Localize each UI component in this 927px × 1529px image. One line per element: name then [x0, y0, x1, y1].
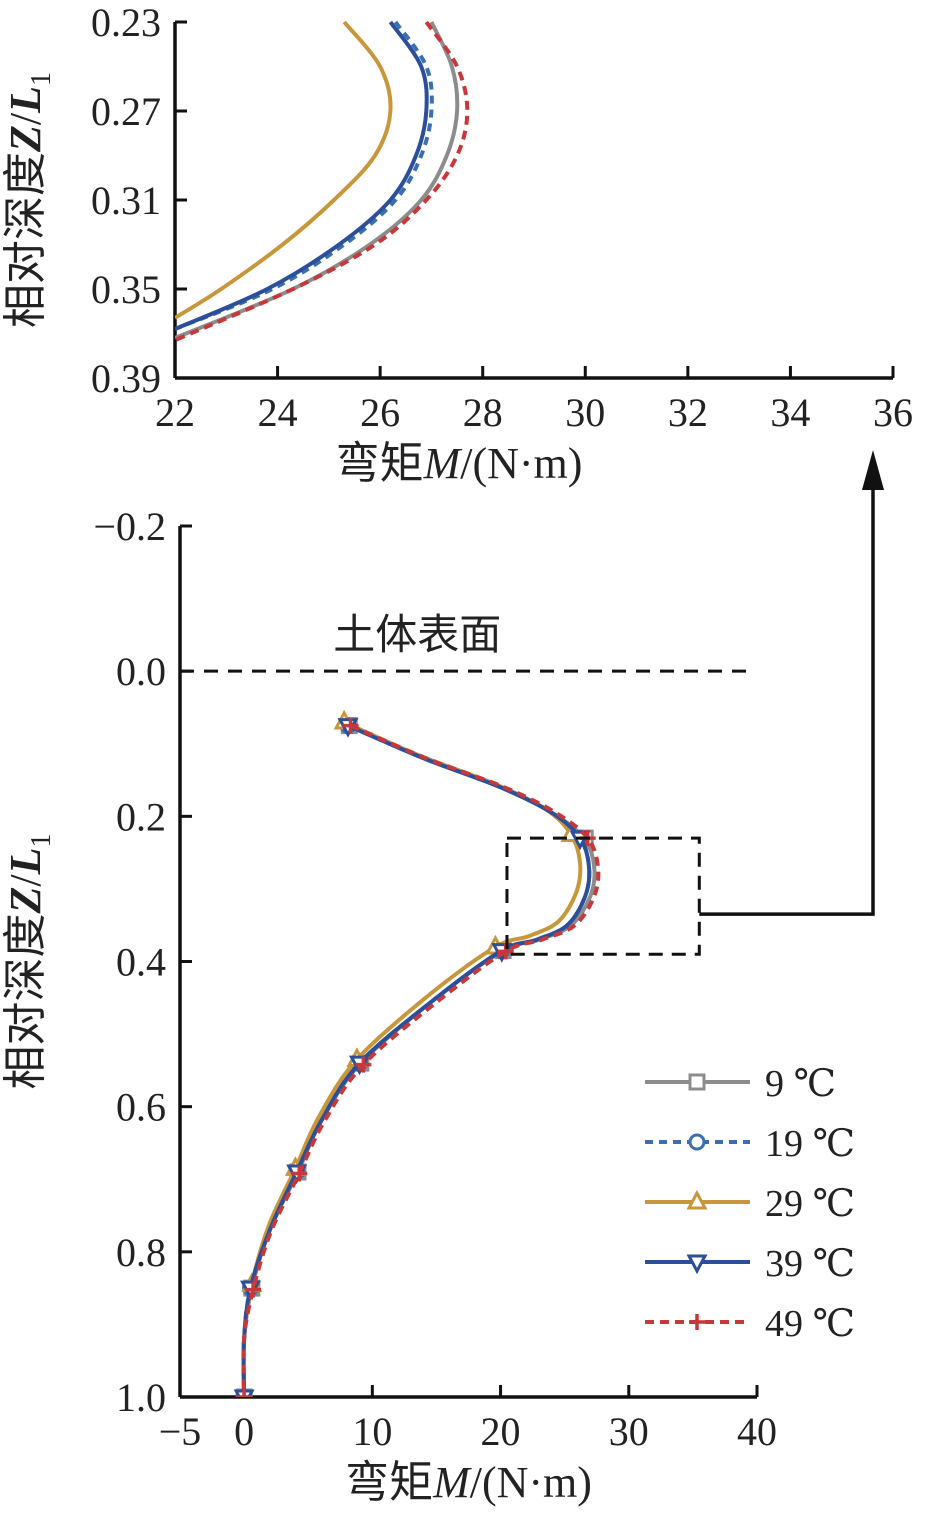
x-tick-label: 30 [565, 390, 605, 435]
connector-line [699, 478, 875, 916]
legend-label: 29 ℃ [765, 1183, 855, 1225]
x-tick-label: 40 [737, 1409, 777, 1454]
x-tick-label: 28 [463, 390, 503, 435]
x-tick-label: 0 [234, 1409, 254, 1454]
series-line-49c [175, 20, 470, 343]
x-tick-label: 34 [770, 390, 810, 435]
legend: 9 ℃ 19 ℃ 29 ℃ 39 ℃ 49 ℃ [645, 1063, 855, 1345]
y-tick-label: −0.2 [93, 504, 166, 549]
y-tick-label: 0.23 [91, 0, 161, 45]
y-tick-label: 0.8 [116, 1230, 166, 1275]
soil-surface-label: 土体表面 [333, 613, 501, 659]
arrow-head [862, 450, 884, 490]
x-tick-label: 22 [155, 390, 195, 435]
legend-marker [688, 1133, 706, 1151]
series-line-39c [175, 20, 429, 331]
x-tick-label: 20 [481, 1409, 521, 1454]
x-tick-label: 36 [873, 390, 913, 435]
x-tick-label: 32 [668, 390, 708, 435]
y-axis-title: 相对深度Z/L1 [1, 72, 57, 328]
series-marker [342, 717, 359, 734]
series-marker [245, 1281, 262, 1298]
legend-marker [686, 1254, 708, 1275]
svg-text:相对深度Z/L1: 相对深度Z/L1 [1, 72, 57, 328]
legend-marker [689, 1314, 705, 1330]
main-chart: −0.2 0.0 0.2 0.4 0.6 0.8 1.0−5 0 10 20 30 40 弯矩M/(N·… [1, 504, 777, 1507]
series-line-9c [241, 723, 597, 1397]
legend-label: 39 ℃ [765, 1243, 855, 1285]
y-tick-label: 0.0 [116, 649, 166, 694]
series-line-19c [241, 723, 592, 1397]
x-tick-label: 10 [352, 1409, 392, 1454]
series-line-39c [241, 723, 592, 1397]
y-tick-label: 0.6 [116, 1085, 166, 1130]
series-group [233, 709, 601, 1397]
legend-label: 9 ℃ [765, 1063, 836, 1105]
svg-text:相对深度Z/L1: 相对深度Z/L1 [1, 833, 57, 1089]
x-axis-title: 弯矩M/(N·m) [345, 1458, 592, 1507]
x-tick-label: −5 [159, 1409, 202, 1454]
series-marker [236, 1389, 253, 1397]
series-line-29c [241, 720, 583, 1397]
x-axis-title: 弯矩M/(N·m) [336, 439, 583, 488]
series-line-29c [175, 20, 393, 320]
series-marker [291, 1165, 308, 1182]
x-tick-label: 30 [609, 1409, 649, 1454]
series-line-49c [241, 723, 601, 1397]
y-tick-label: 0.27 [91, 89, 161, 134]
y-axis-title: 相对深度Z/L1 [1, 833, 57, 1089]
series-marker [355, 1056, 372, 1073]
y-tick-label: 0.39 [91, 356, 161, 401]
legend-marker [688, 1073, 706, 1091]
y-tick-label: 0.2 [116, 794, 166, 839]
y-tick-label: 1.0 [116, 1375, 166, 1420]
series-group [175, 20, 470, 343]
legend-marker [686, 1189, 708, 1210]
zoom-connector-arrow [699, 450, 884, 916]
series-line-19c [175, 20, 434, 331]
y-tick-label: 0.35 [91, 267, 161, 312]
x-tick-label: 26 [360, 390, 400, 435]
y-tick-label: 0.31 [91, 178, 161, 223]
x-tick-label: 24 [258, 390, 298, 435]
zoom-box [505, 836, 701, 956]
y-tick-label: 0.4 [116, 940, 166, 985]
legend-label: 49 ℃ [765, 1303, 855, 1345]
legend-label: 19 ℃ [765, 1123, 855, 1165]
